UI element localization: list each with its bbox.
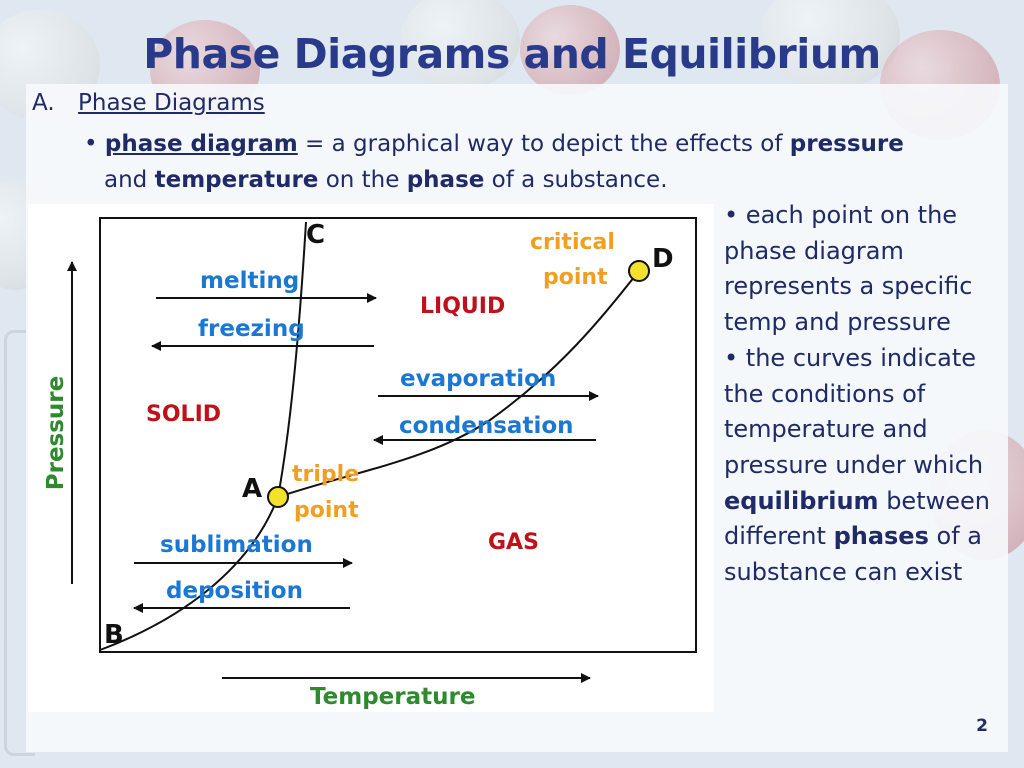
- vaporization-curve: [277, 270, 640, 498]
- word-phase: phase: [406, 167, 485, 193]
- critical-point-label-line2: point: [543, 265, 608, 290]
- triple-point-marker: [267, 486, 289, 508]
- page-number: 2: [976, 716, 988, 736]
- triple-point-label-line2: point: [294, 498, 359, 523]
- background-beaker: [4, 330, 35, 756]
- process-label-sublimation: sublimation: [160, 532, 313, 558]
- slide-title: Phase Diagrams and Equilibrium: [143, 30, 881, 78]
- definition-bullet: • phase diagram = a graphical way to dep…: [84, 126, 1014, 198]
- region-label-solid: SOLID: [146, 402, 222, 427]
- process-label-evaporation: evaporation: [400, 366, 557, 392]
- definition-text-4: of a substance.: [484, 167, 668, 193]
- note-bullet-dot: •: [724, 201, 739, 229]
- note-bullet-dot: •: [724, 343, 739, 372]
- point-label-a: A: [242, 474, 263, 504]
- bullet-dot: •: [84, 131, 98, 157]
- diagram-frame: [99, 217, 697, 653]
- notes-panel: • each point on the phase diagram repres…: [724, 198, 1014, 591]
- process-label-melting: melting: [200, 268, 300, 294]
- word-pressure: pressure: [789, 131, 904, 157]
- note-text-2b: between different: [724, 486, 990, 551]
- point-label-d: D: [652, 244, 674, 274]
- region-label-gas: GAS: [488, 530, 539, 555]
- sublimation-curve: [99, 496, 279, 651]
- note-text-1: each point on the phase diagram represen…: [724, 201, 973, 337]
- triple-point-label-line1: triple: [292, 462, 360, 487]
- note-bullet-2: • the curves indicate the conditions of …: [724, 341, 1014, 591]
- section-heading: A. Phase Diagrams: [32, 90, 265, 116]
- definition-text-2: and: [104, 167, 155, 193]
- process-label-freezing: freezing: [198, 316, 305, 342]
- word-temperature: temperature: [154, 167, 319, 193]
- temperature-axis-label: Temperature: [310, 684, 476, 710]
- process-label-deposition: deposition: [166, 578, 303, 604]
- melting-curve: [277, 221, 307, 498]
- background-molecule: [760, 0, 900, 90]
- note-bullet-1: • each point on the phase diagram repres…: [724, 198, 1014, 341]
- section-letter: A.: [32, 90, 55, 116]
- critical-point-label-line1: critical: [530, 230, 615, 255]
- critical-point-marker: [628, 260, 650, 282]
- note-text-2a: the curves indicate the conditions of te…: [724, 343, 984, 479]
- definition-text-3: on the: [318, 167, 407, 193]
- term-phase-diagram: phase diagram: [104, 131, 298, 157]
- diagram-background: [28, 204, 714, 712]
- note-text-2c: of a substance can exist: [724, 522, 982, 587]
- word-equilibrium: equilibrium: [724, 486, 879, 515]
- section-title: Phase Diagrams: [78, 90, 265, 116]
- pressure-axis-label: Pressure: [43, 375, 69, 491]
- region-label-liquid: LIQUID: [420, 294, 506, 319]
- background-molecule: [400, 0, 520, 90]
- word-phases: phases: [833, 522, 929, 551]
- background-molecule: [520, 5, 620, 95]
- process-label-condensation: condensation: [399, 413, 574, 439]
- definition-text-1: = a graphical way to depict the effects …: [297, 131, 790, 157]
- point-label-b: B: [104, 620, 124, 650]
- point-label-c: C: [306, 220, 326, 250]
